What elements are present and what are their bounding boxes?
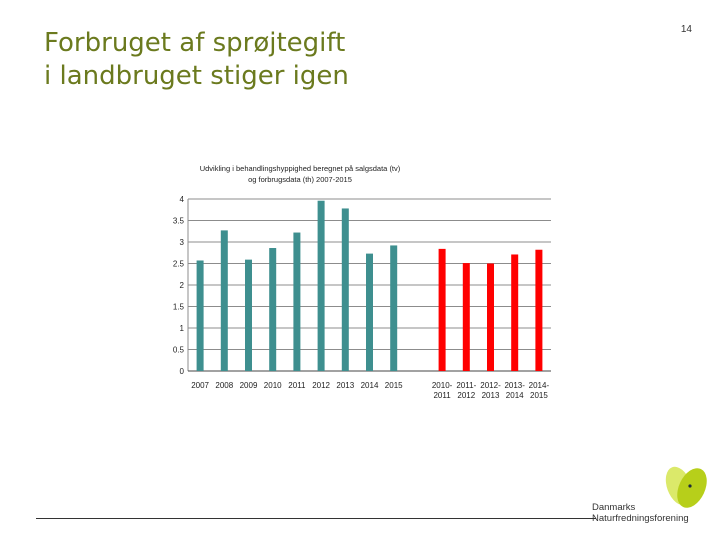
x-tick-label: 2013 bbox=[482, 391, 500, 400]
sales-bar bbox=[196, 260, 204, 371]
page-title-line: Forbruget af sprøjtegift bbox=[44, 28, 346, 58]
x-tick-label: 2014 bbox=[506, 391, 524, 400]
y-tick-label: 2.5 bbox=[173, 260, 185, 269]
consumption-bar bbox=[511, 254, 519, 371]
x-tick-label: 2013- bbox=[504, 381, 525, 390]
x-tick-label: 2015 bbox=[385, 381, 403, 390]
consumption-bar bbox=[438, 248, 446, 371]
chart-title: Udvikling i behandlingshyppighed beregne… bbox=[160, 163, 440, 185]
sales-bar bbox=[269, 248, 277, 371]
x-tick-label: 2015 bbox=[530, 391, 548, 400]
x-tick-label: 2012 bbox=[457, 391, 475, 400]
x-tick-label: 2011 bbox=[433, 391, 451, 400]
sales-bar bbox=[220, 230, 228, 371]
chart-title-line: Udvikling i behandlingshyppighed beregne… bbox=[199, 164, 401, 173]
logo-line: Danmarks bbox=[592, 502, 636, 513]
y-tick-label: 1.5 bbox=[173, 303, 185, 312]
x-tick-label: 2007 bbox=[191, 381, 209, 390]
chart-title-line: og forbrugsdata (th) 2007-2015 bbox=[248, 175, 352, 184]
x-tick-label: 2012- bbox=[480, 381, 501, 390]
footer-divider bbox=[36, 518, 596, 519]
y-tick-label: 3 bbox=[180, 238, 185, 247]
consumption-bar bbox=[462, 263, 470, 371]
x-tick-label: 2014 bbox=[361, 381, 379, 390]
sales-bar bbox=[293, 232, 301, 371]
page-number: 14 bbox=[680, 24, 692, 35]
consumption-bar bbox=[535, 249, 543, 371]
x-tick-label: 2008 bbox=[215, 381, 233, 390]
page-title-line: i landbruget stiger igen bbox=[44, 61, 349, 91]
x-tick-label: 2010- bbox=[432, 381, 453, 390]
sales-bar bbox=[390, 245, 398, 371]
sales-bar bbox=[341, 208, 349, 371]
logo-line: Naturfredningsforening bbox=[592, 513, 689, 524]
x-tick-label: 2014- bbox=[529, 381, 550, 390]
y-tick-label: 0 bbox=[180, 367, 185, 376]
page-title: Forbruget af sprøjtegift i landbruget st… bbox=[44, 27, 349, 93]
y-tick-label: 0.5 bbox=[173, 346, 185, 355]
logo-wordmark: Danmarks Naturfredningsforening bbox=[592, 502, 689, 524]
x-tick-label: 2010 bbox=[264, 381, 282, 390]
y-tick-label: 3.5 bbox=[173, 217, 185, 226]
x-tick-label: 2011- bbox=[456, 381, 476, 390]
y-tick-label: 1 bbox=[180, 324, 185, 333]
sales-bar bbox=[317, 200, 325, 371]
y-tick-label: 2 bbox=[180, 281, 185, 290]
x-tick-label: 2012 bbox=[312, 381, 330, 390]
x-tick-label: 2011 bbox=[288, 381, 306, 390]
x-tick-label: 2013 bbox=[336, 381, 354, 390]
x-tick-label: 2009 bbox=[240, 381, 258, 390]
sales-bar bbox=[245, 259, 252, 371]
leaf-logo-icon bbox=[665, 466, 707, 508]
consumption-bar bbox=[487, 263, 494, 371]
y-tick-label: 4 bbox=[180, 195, 185, 204]
sales-bar bbox=[366, 253, 373, 371]
